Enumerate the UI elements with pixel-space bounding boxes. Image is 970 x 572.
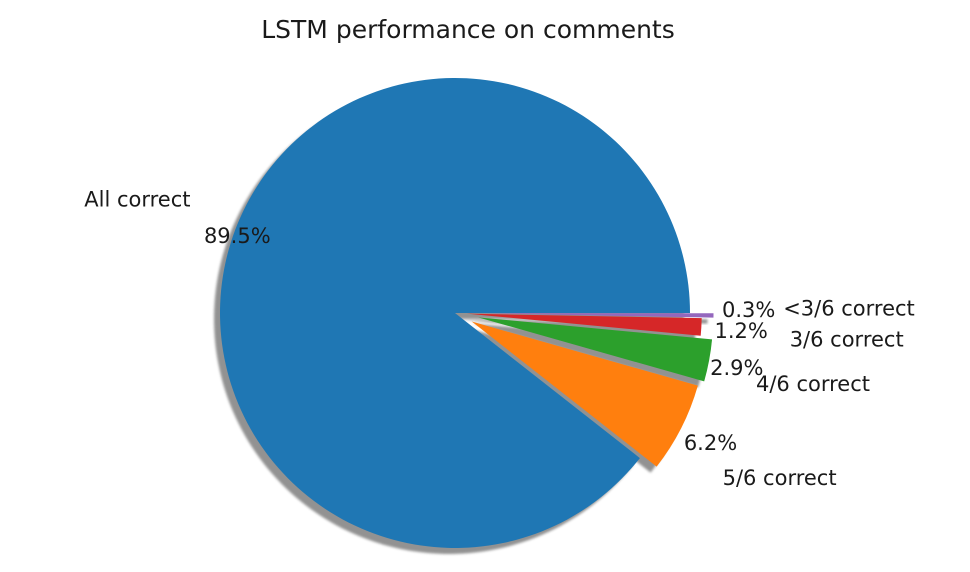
pct-label-3-6-correct: 0.3%: [722, 298, 775, 322]
pct-label-3-6-correct: 1.2%: [715, 319, 768, 343]
category-label-3-6-correct: 3/6 correct: [790, 328, 904, 352]
category-label-5-6-correct: 5/6 correct: [723, 466, 837, 490]
pie-slice-3-6-correct: [478, 313, 714, 318]
category-label-3-6-correct: <3/6 correct: [783, 297, 915, 321]
pie-slice-all-correct: [220, 77, 690, 548]
pct-label-5-6-correct: 6.2%: [684, 431, 737, 455]
pie-slice-3-6-correct: [466, 313, 702, 336]
label-layer: 89.5% All correct 6.2% 5/6 correct 2.9%4/6 c…: [84, 187, 915, 490]
pct-label-all-correct: 89.5%: [204, 224, 271, 248]
pct-label-4-6-correct: 2.9%: [710, 356, 763, 380]
category-label-4-6-correct: 4/6 correct: [756, 372, 870, 396]
slice-layer: [220, 77, 714, 548]
pie-slice-5-6-correct: [471, 321, 698, 467]
category-label-all-correct: All correct: [84, 187, 190, 211]
pie-slice-4-6-correct: [478, 317, 713, 382]
chart-title: LSTM performance on comments: [261, 15, 675, 44]
